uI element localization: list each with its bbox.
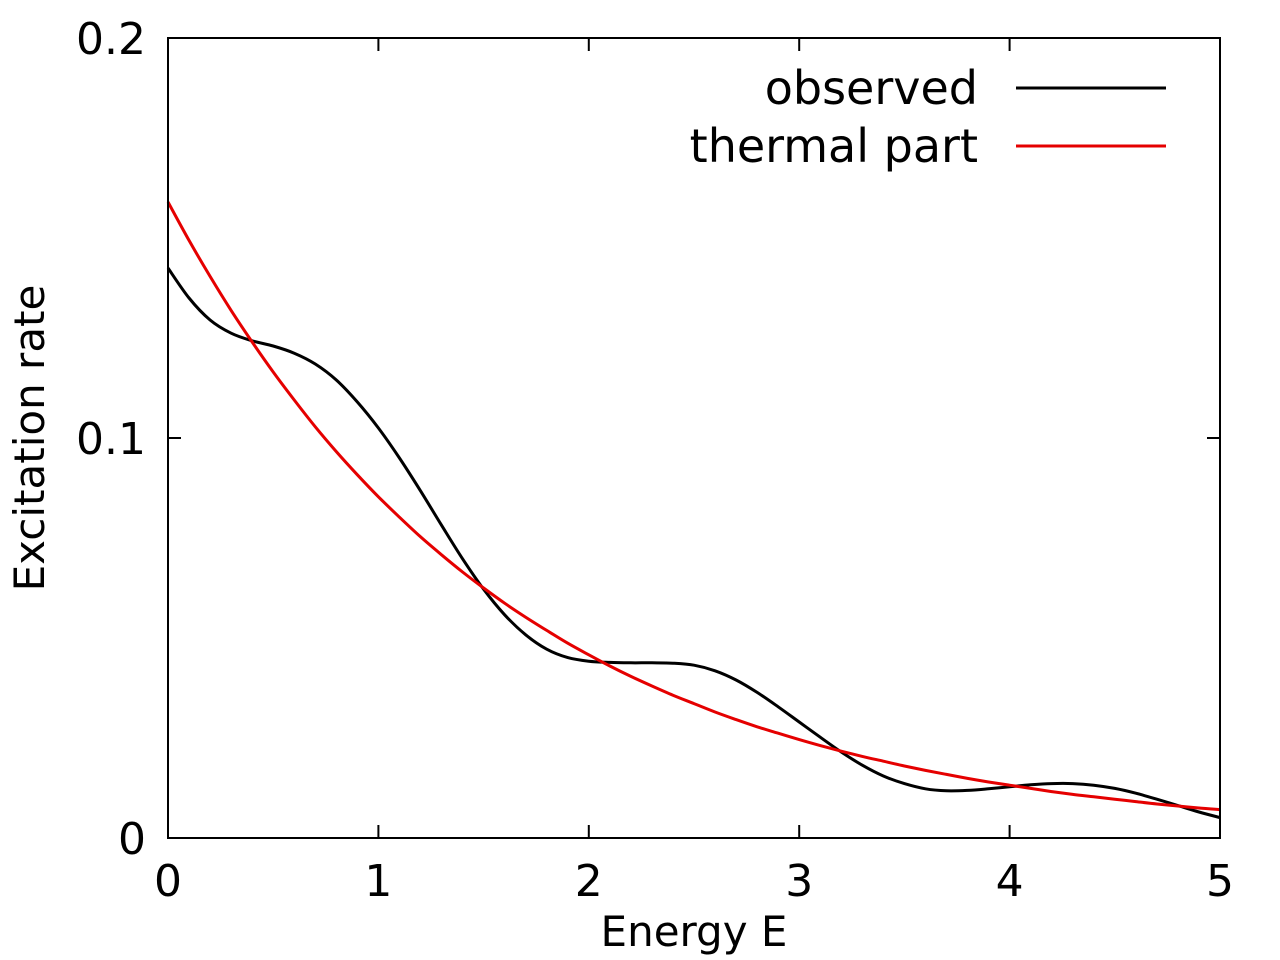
y-tick-label: 0 <box>118 814 146 865</box>
x-tick-label: 3 <box>785 856 813 907</box>
legend-label-observed: observed <box>765 61 978 115</box>
legend-label-thermal-part: thermal part <box>690 119 978 173</box>
series-lines <box>166 201 1221 820</box>
y-axis-label: Excitation rate <box>5 285 54 592</box>
ticks: 0 1 2 3 4 5 0 0.1 0.2 <box>76 14 1234 907</box>
x-tick-label: 4 <box>996 856 1024 907</box>
x-axis-label: Energy E <box>601 907 788 956</box>
series-line-observed <box>166 267 1221 820</box>
series-line-thermal-part <box>166 201 1221 812</box>
legend: observed thermal part <box>690 61 1166 173</box>
plot-frame <box>167 37 1221 839</box>
y-tick-label: 0.2 <box>76 14 146 65</box>
y-tick-label: 0.1 <box>76 414 146 465</box>
x-tick-label: 1 <box>364 856 392 907</box>
x-tick-label: 5 <box>1206 856 1234 907</box>
x-tick-label: 0 <box>154 856 182 907</box>
x-tick-label: 2 <box>575 856 603 907</box>
